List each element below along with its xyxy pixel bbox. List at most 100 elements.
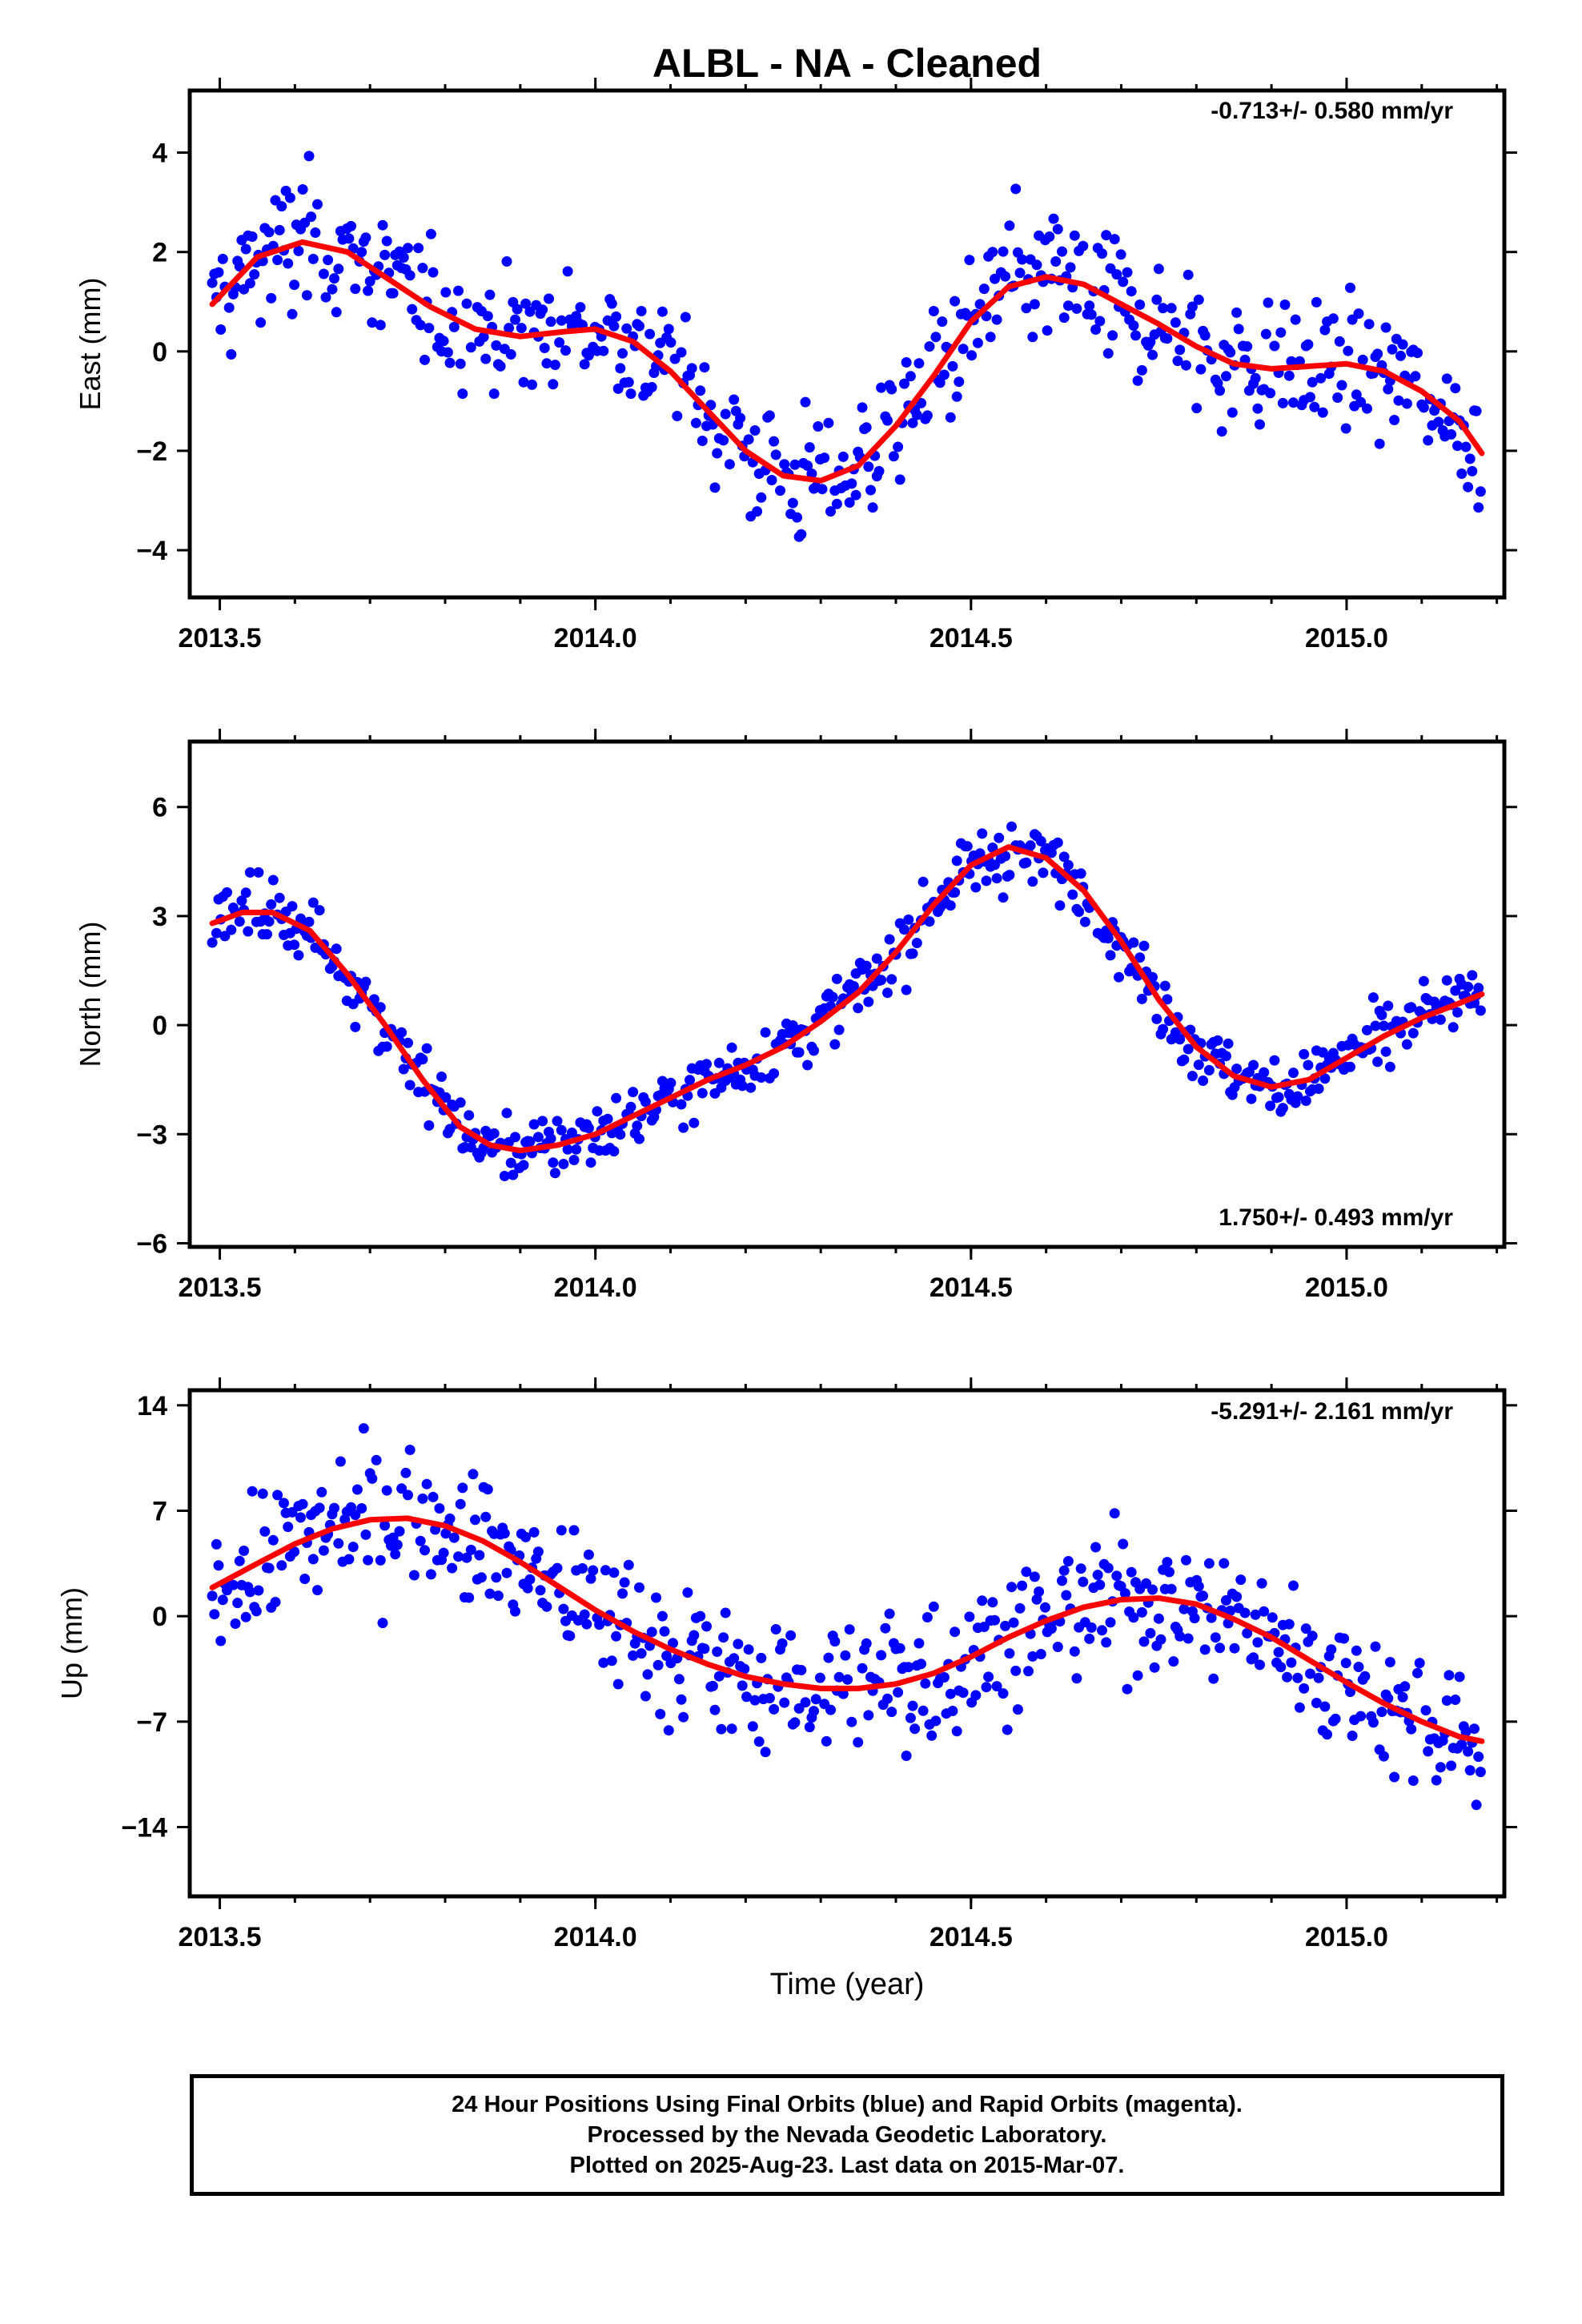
data-point	[1380, 322, 1391, 333]
data-point	[991, 314, 1002, 325]
data-point	[240, 1611, 251, 1622]
data-point	[1170, 317, 1181, 328]
data-point	[1384, 1657, 1395, 1667]
data-point	[913, 1638, 925, 1649]
data-point	[1367, 1717, 1379, 1728]
data-point	[1054, 900, 1066, 911]
data-point	[821, 1735, 832, 1747]
data-point	[1269, 1055, 1280, 1066]
data-point	[544, 293, 554, 304]
y-tick-label: −2	[136, 436, 167, 467]
data-point	[1463, 481, 1474, 493]
data-point	[1315, 372, 1327, 384]
data-point	[893, 441, 904, 452]
data-point	[1010, 1665, 1022, 1676]
data-point	[581, 1618, 592, 1630]
data-point	[612, 1679, 624, 1690]
data-point	[407, 304, 418, 315]
data-point	[928, 306, 939, 316]
y-tick-label: 14	[137, 1391, 167, 1421]
data-point	[938, 1672, 950, 1683]
data-point	[1014, 267, 1026, 279]
data-point	[713, 1057, 725, 1068]
data-point	[737, 1680, 748, 1691]
data-point	[850, 489, 861, 501]
data-point	[729, 1653, 740, 1664]
data-point	[363, 1554, 374, 1566]
y-tick-label: −3	[136, 1120, 167, 1150]
data-point	[363, 285, 374, 296]
data-point	[1288, 1580, 1299, 1591]
data-point	[861, 960, 872, 971]
data-point	[810, 1694, 821, 1705]
data-point	[1292, 1672, 1303, 1683]
data-point	[391, 1539, 403, 1550]
data-point	[1136, 993, 1147, 1004]
data-point	[314, 1502, 325, 1514]
data-point	[293, 245, 304, 256]
data-point	[823, 417, 834, 428]
data-point	[1446, 428, 1457, 440]
north-plot-frame	[187, 739, 1507, 1249]
data-point	[1094, 1579, 1106, 1590]
data-point	[1006, 1582, 1017, 1593]
data-point	[447, 1562, 458, 1574]
data-point	[1075, 868, 1086, 879]
y-tick-label: 0	[152, 1602, 167, 1632]
data-point	[488, 388, 500, 400]
data-point	[558, 1603, 569, 1614]
x-tick-label: 2013.5	[179, 1273, 262, 1303]
data-point	[964, 1611, 975, 1622]
data-point	[981, 1682, 992, 1693]
data-point	[350, 1510, 361, 1521]
data-point	[718, 435, 729, 446]
data-point	[276, 1560, 287, 1571]
data-point	[1383, 384, 1394, 395]
data-point	[1319, 324, 1331, 336]
data-point	[234, 916, 245, 927]
x-tick-label: 2015.0	[1305, 1273, 1388, 1303]
data-point	[276, 201, 287, 212]
data-point	[455, 1097, 466, 1108]
data-point	[663, 324, 674, 335]
data-point	[1431, 1775, 1442, 1786]
data-point	[1000, 1620, 1011, 1631]
data-point	[217, 1594, 228, 1606]
data-point	[951, 1726, 962, 1737]
data-point	[299, 1574, 311, 1584]
data-point	[1058, 1565, 1070, 1576]
data-point	[951, 391, 962, 402]
data-point	[716, 1723, 727, 1735]
data-point	[990, 1614, 1000, 1626]
footer-line-2: Processed by the Nevada Geodetic Laborat…	[587, 2122, 1107, 2148]
data-point	[695, 385, 706, 396]
data-point	[769, 1068, 780, 1079]
data-point	[636, 306, 647, 316]
data-point	[1393, 395, 1404, 406]
data-point	[743, 434, 754, 445]
data-point	[505, 349, 516, 360]
data-point	[287, 1506, 298, 1518]
data-point	[760, 1747, 771, 1758]
data-point	[274, 892, 285, 903]
data-point	[769, 1703, 780, 1715]
data-point	[396, 1483, 408, 1494]
data-point	[958, 1687, 969, 1699]
data-point	[251, 1606, 262, 1617]
data-point	[1199, 1644, 1211, 1655]
data-point	[394, 1526, 405, 1537]
data-point	[1057, 246, 1067, 257]
data-point	[1265, 388, 1276, 399]
data-point	[360, 1529, 371, 1540]
data-point	[678, 1711, 689, 1723]
data-point	[1351, 1645, 1362, 1656]
data-point	[1050, 256, 1062, 267]
data-point	[991, 873, 1002, 884]
data-point	[375, 1554, 386, 1566]
data-point	[876, 382, 887, 393]
data-point	[249, 269, 260, 280]
data-point	[488, 1128, 500, 1139]
data-point	[1225, 347, 1236, 358]
data-point	[632, 1120, 643, 1132]
data-point	[512, 304, 523, 315]
